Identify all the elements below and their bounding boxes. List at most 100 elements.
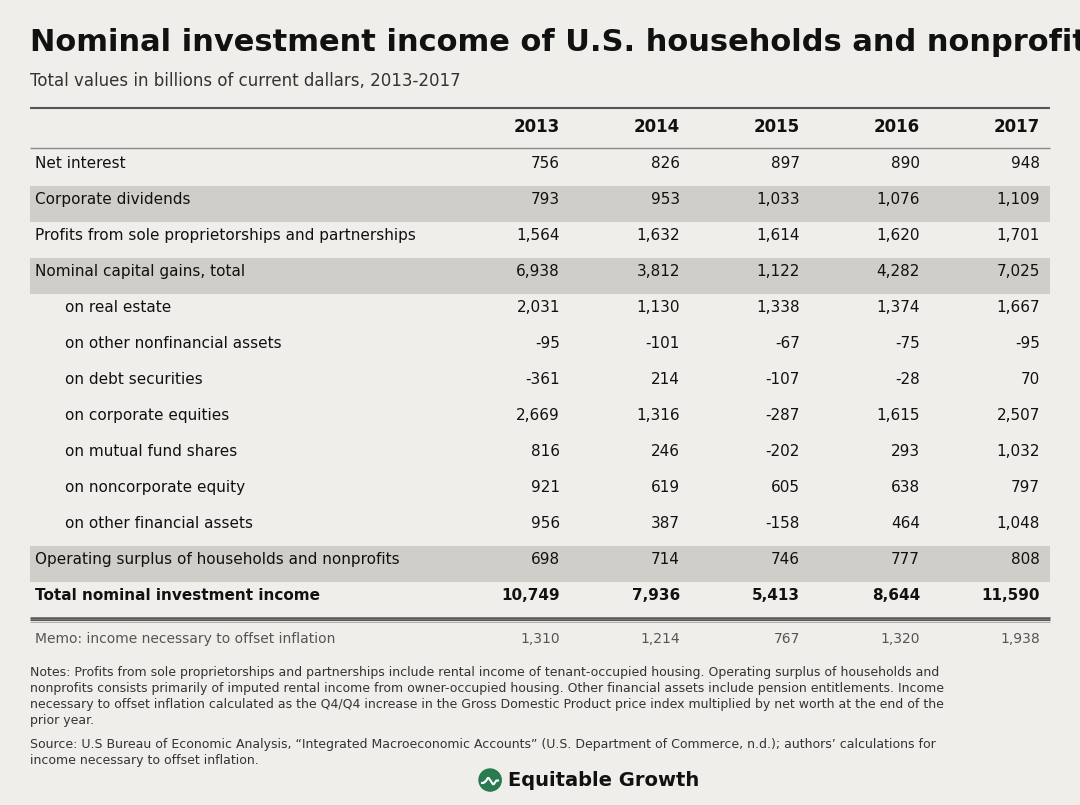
Text: -75: -75 <box>895 336 920 352</box>
Text: 1,122: 1,122 <box>757 265 800 279</box>
Bar <box>30 186 1050 222</box>
Text: -361: -361 <box>525 373 561 387</box>
Text: on mutual fund shares: on mutual fund shares <box>65 444 238 460</box>
Text: 767: 767 <box>773 632 800 646</box>
Text: 70: 70 <box>1021 373 1040 387</box>
Text: 464: 464 <box>891 517 920 531</box>
Text: -95: -95 <box>535 336 561 352</box>
Bar <box>30 258 1050 294</box>
Text: Source: U.S Bureau of Economic Analysis, “Integrated Macroeconomic Accounts” (U.: Source: U.S Bureau of Economic Analysis,… <box>30 738 935 751</box>
Text: -107: -107 <box>766 373 800 387</box>
Text: 1,938: 1,938 <box>1000 632 1040 646</box>
Text: 1,130: 1,130 <box>636 300 680 316</box>
Text: 2014: 2014 <box>634 118 680 136</box>
Bar <box>30 546 1050 582</box>
Text: 953: 953 <box>651 192 680 208</box>
Text: 797: 797 <box>1011 481 1040 496</box>
Text: 4,282: 4,282 <box>877 265 920 279</box>
Text: ⬤: ⬤ <box>477 769 502 791</box>
Text: on noncorporate equity: on noncorporate equity <box>65 481 245 496</box>
Text: 1,615: 1,615 <box>877 408 920 423</box>
Text: 638: 638 <box>891 481 920 496</box>
Text: 1,032: 1,032 <box>997 444 1040 460</box>
Text: 1,667: 1,667 <box>997 300 1040 316</box>
Text: 826: 826 <box>651 156 680 171</box>
Text: 897: 897 <box>771 156 800 171</box>
Text: Profits from sole proprietorships and partnerships: Profits from sole proprietorships and pa… <box>35 229 416 243</box>
Text: 605: 605 <box>771 481 800 496</box>
Text: 293: 293 <box>891 444 920 460</box>
Text: on other financial assets: on other financial assets <box>65 517 253 531</box>
Text: 2,507: 2,507 <box>997 408 1040 423</box>
Text: -28: -28 <box>895 373 920 387</box>
Text: -101: -101 <box>646 336 680 352</box>
Text: 2,669: 2,669 <box>516 408 561 423</box>
Text: 246: 246 <box>651 444 680 460</box>
Text: on debt securities: on debt securities <box>65 373 203 387</box>
Text: 1,310: 1,310 <box>521 632 561 646</box>
Text: on real estate: on real estate <box>65 300 172 316</box>
Text: nonprofits consists primarily of imputed rental income from owner-occupied housi: nonprofits consists primarily of imputed… <box>30 682 944 695</box>
Text: Equitable Growth: Equitable Growth <box>508 770 699 790</box>
Text: 1,109: 1,109 <box>997 192 1040 208</box>
Text: -67: -67 <box>775 336 800 352</box>
Text: 5,413: 5,413 <box>752 588 800 604</box>
Text: 2016: 2016 <box>874 118 920 136</box>
Text: -95: -95 <box>1015 336 1040 352</box>
Text: on other nonfinancial assets: on other nonfinancial assets <box>65 336 282 352</box>
Text: Notes: Profits from sole proprietorships and partnerships include rental income : Notes: Profits from sole proprietorships… <box>30 666 940 679</box>
Text: 1,048: 1,048 <box>997 517 1040 531</box>
Text: Total values in billions of current dallars, 2013-2017: Total values in billions of current dall… <box>30 72 461 90</box>
Text: 756: 756 <box>531 156 561 171</box>
Text: 1,632: 1,632 <box>636 229 680 243</box>
Text: -158: -158 <box>766 517 800 531</box>
Text: -202: -202 <box>766 444 800 460</box>
Text: 7,936: 7,936 <box>632 588 680 604</box>
Text: Nominal capital gains, total: Nominal capital gains, total <box>35 265 245 279</box>
Text: 777: 777 <box>891 552 920 568</box>
Text: 1,076: 1,076 <box>877 192 920 208</box>
Text: necessary to offset inflation calculated as the Q4/Q4 increase in the Gross Dome: necessary to offset inflation calculated… <box>30 698 944 711</box>
Text: 1,033: 1,033 <box>756 192 800 208</box>
Text: 11,590: 11,590 <box>982 588 1040 604</box>
Text: Nominal investment income of U.S. households and nonprofits: Nominal investment income of U.S. househ… <box>30 28 1080 57</box>
Text: 948: 948 <box>1011 156 1040 171</box>
Text: 956: 956 <box>531 517 561 531</box>
Text: Corporate dividends: Corporate dividends <box>35 192 190 208</box>
Text: on corporate equities: on corporate equities <box>65 408 229 423</box>
Text: Operating surplus of households and nonprofits: Operating surplus of households and nonp… <box>35 552 400 568</box>
Text: 746: 746 <box>771 552 800 568</box>
Circle shape <box>480 769 501 791</box>
Text: 793: 793 <box>531 192 561 208</box>
Text: 6,938: 6,938 <box>516 265 561 279</box>
Text: Memo: income necessary to offset inflation: Memo: income necessary to offset inflati… <box>35 632 336 646</box>
Text: 2013: 2013 <box>514 118 561 136</box>
Text: 1,614: 1,614 <box>756 229 800 243</box>
Text: 2017: 2017 <box>994 118 1040 136</box>
Text: 1,320: 1,320 <box>880 632 920 646</box>
Text: 698: 698 <box>531 552 561 568</box>
Text: 2,031: 2,031 <box>516 300 561 316</box>
Text: 3,812: 3,812 <box>636 265 680 279</box>
Text: 8,644: 8,644 <box>872 588 920 604</box>
Text: 7,025: 7,025 <box>997 265 1040 279</box>
Text: 214: 214 <box>651 373 680 387</box>
Text: Total nominal investment income: Total nominal investment income <box>35 588 320 604</box>
Text: 1,620: 1,620 <box>877 229 920 243</box>
Text: 1,564: 1,564 <box>516 229 561 243</box>
Text: 1,338: 1,338 <box>756 300 800 316</box>
Text: 921: 921 <box>531 481 561 496</box>
Text: Net interest: Net interest <box>35 156 125 171</box>
Text: 816: 816 <box>531 444 561 460</box>
Text: 1,374: 1,374 <box>877 300 920 316</box>
Text: 1,316: 1,316 <box>636 408 680 423</box>
Text: 714: 714 <box>651 552 680 568</box>
Text: 1,701: 1,701 <box>997 229 1040 243</box>
Text: 890: 890 <box>891 156 920 171</box>
Text: 2015: 2015 <box>754 118 800 136</box>
Text: prior year.: prior year. <box>30 714 94 727</box>
Text: income necessary to offset inflation.: income necessary to offset inflation. <box>30 754 259 767</box>
Text: 808: 808 <box>1011 552 1040 568</box>
Text: 619: 619 <box>651 481 680 496</box>
Text: 387: 387 <box>651 517 680 531</box>
